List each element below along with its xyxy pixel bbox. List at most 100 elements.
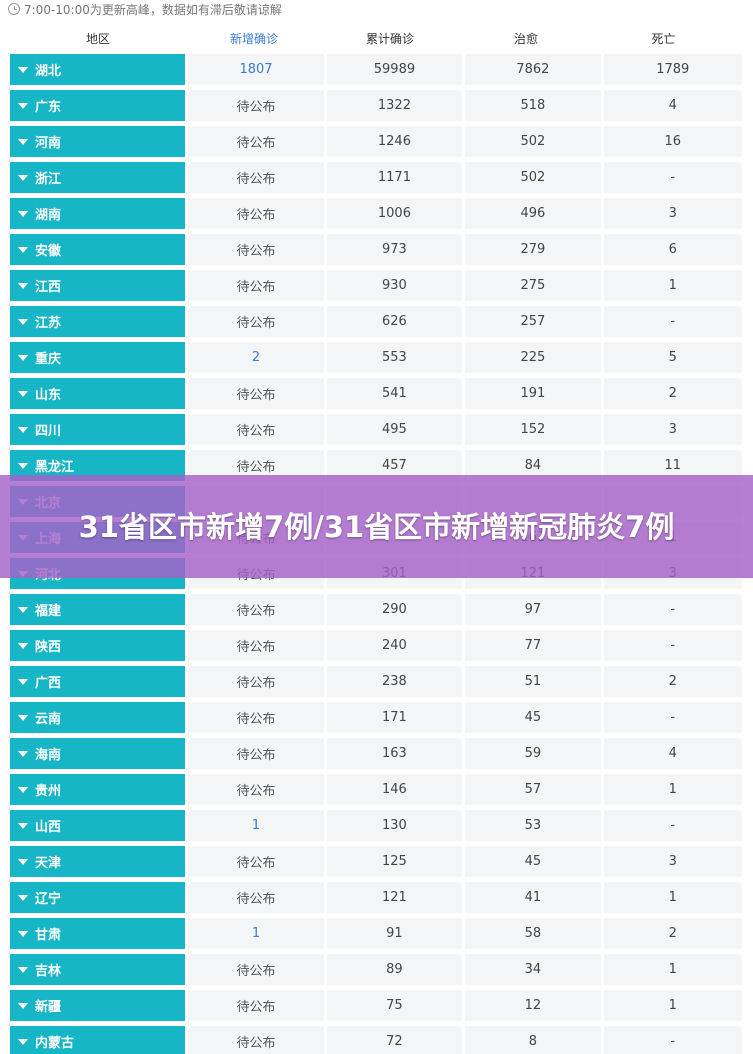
region-toggle[interactable]: 江西 <box>10 270 186 301</box>
total-confirmed-cell: 973 <box>326 234 463 265</box>
region-toggle[interactable]: 河南 <box>10 126 186 157</box>
deaths-cell: 1789 <box>603 54 742 85</box>
cured-cell: 7862 <box>465 54 601 85</box>
region-toggle[interactable]: 贵州 <box>10 774 186 805</box>
table-row: 广西 待公布 238 51 2 <box>10 666 742 702</box>
cured-cell: 279 <box>465 234 601 265</box>
region-name: 湖北 <box>35 64 62 79</box>
region-toggle[interactable]: 辽宁 <box>10 882 186 913</box>
region-name: 辽宁 <box>35 892 62 907</box>
new-confirmed-cell: 1 <box>188 810 324 841</box>
region-name: 贵州 <box>35 784 62 799</box>
region-name: 重庆 <box>35 352 62 367</box>
header-deaths: 死亡 <box>651 31 676 46</box>
region-toggle[interactable]: 海南 <box>10 738 186 769</box>
region-name: 甘肃 <box>35 928 62 943</box>
caret-down-icon <box>18 786 28 793</box>
caret-down-icon <box>18 66 28 73</box>
total-confirmed-cell: 146 <box>326 774 463 805</box>
total-confirmed-cell: 75 <box>326 990 463 1021</box>
region-toggle[interactable]: 广西 <box>10 666 186 697</box>
region-name: 内蒙古 <box>35 1036 75 1051</box>
region-toggle[interactable]: 陕西 <box>10 630 186 661</box>
caret-down-icon <box>18 246 28 253</box>
region-toggle[interactable]: 四川 <box>10 414 186 445</box>
total-confirmed-cell: 930 <box>326 270 463 301</box>
new-confirmed-cell: 待公布 <box>188 126 324 157</box>
region-toggle[interactable]: 福建 <box>10 594 186 625</box>
table-row: 新疆 待公布 75 12 1 <box>10 990 742 1026</box>
new-confirmed-cell: 2 <box>188 342 324 373</box>
table-row: 贵州 待公布 146 57 1 <box>10 774 742 810</box>
new-confirmed-cell: 待公布 <box>188 954 324 985</box>
header-cured: 治愈 <box>513 31 538 46</box>
total-confirmed-cell: 495 <box>326 414 463 445</box>
deaths-cell: 2 <box>603 918 742 949</box>
deaths-cell: - <box>603 702 742 733</box>
region-name: 吉林 <box>35 964 62 979</box>
region-name: 黑龙江 <box>35 460 75 475</box>
header-new-confirmed: 新增确诊 <box>229 31 278 46</box>
region-toggle[interactable]: 广东 <box>10 90 186 121</box>
region-toggle[interactable]: 甘肃 <box>10 918 186 949</box>
cured-cell: 275 <box>465 270 601 301</box>
deaths-cell: - <box>603 1026 742 1054</box>
region-name: 陕西 <box>35 640 62 655</box>
header-region: 地区 <box>85 31 110 46</box>
region-toggle[interactable]: 浙江 <box>10 162 186 193</box>
region-name: 浙江 <box>35 172 62 187</box>
cured-cell: 41 <box>465 882 601 913</box>
cured-cell: 502 <box>465 162 601 193</box>
table-row: 辽宁 待公布 121 41 1 <box>10 882 742 918</box>
region-toggle[interactable]: 内蒙古 <box>10 1026 186 1054</box>
region-toggle[interactable]: 云南 <box>10 702 186 733</box>
caret-down-icon <box>18 966 28 973</box>
region-toggle[interactable]: 山西 <box>10 810 186 841</box>
region-toggle[interactable]: 湖北 <box>10 54 186 85</box>
caret-down-icon <box>18 390 28 397</box>
table-row: 江苏 待公布 626 257- <box>10 306 742 342</box>
region-toggle[interactable]: 江苏 <box>10 306 186 337</box>
region-name: 河南 <box>35 136 62 151</box>
caret-down-icon <box>18 822 28 829</box>
region-toggle[interactable]: 吉林 <box>10 954 186 985</box>
caret-down-icon <box>18 606 28 613</box>
region-toggle[interactable]: 湖南 <box>10 198 186 229</box>
caret-down-icon <box>18 426 28 433</box>
deaths-cell: 2 <box>603 378 742 409</box>
new-confirmed-cell: 待公布 <box>188 1026 324 1054</box>
caret-down-icon <box>18 354 28 361</box>
total-confirmed-cell: 125 <box>326 846 463 877</box>
cured-cell: 191 <box>465 378 601 409</box>
deaths-cell: 1 <box>603 990 742 1021</box>
caret-down-icon <box>18 1038 28 1045</box>
cured-cell: 97 <box>465 594 601 625</box>
region-name: 广东 <box>35 100 62 115</box>
table-row: 湖北 1807 59989 7862 1789 <box>10 54 742 90</box>
new-confirmed-cell: 待公布 <box>188 414 324 445</box>
headline-title: 31省区市新增7例/31省区市新增新冠肺炎7例 <box>78 509 675 544</box>
total-confirmed-cell: 1171 <box>326 162 463 193</box>
total-confirmed-cell: 91 <box>326 918 463 949</box>
caret-down-icon <box>18 714 28 721</box>
cured-cell: 53 <box>465 810 601 841</box>
region-toggle[interactable]: 安徽 <box>10 234 186 265</box>
total-confirmed-cell: 238 <box>326 666 463 697</box>
region-toggle[interactable]: 天津 <box>10 846 186 877</box>
deaths-cell: 4 <box>603 90 742 121</box>
table-row: 湖南 待公布 1006 496 3 <box>10 198 742 234</box>
region-toggle[interactable]: 新疆 <box>10 990 186 1021</box>
cured-cell: 34 <box>465 954 601 985</box>
header-total-confirmed: 累计确诊 <box>365 31 414 46</box>
table-row: 天津 待公布 125 45 3 <box>10 846 742 882</box>
new-confirmed-cell: 待公布 <box>188 594 324 625</box>
table-row: 安徽 待公布 973 279 6 <box>10 234 742 270</box>
deaths-cell: 3 <box>603 198 742 229</box>
new-confirmed-cell: 1807 <box>188 54 324 85</box>
cured-cell: 8 <box>465 1026 601 1054</box>
region-toggle[interactable]: 重庆 <box>10 342 186 373</box>
new-confirmed-cell: 1 <box>188 918 324 949</box>
region-toggle[interactable]: 山东 <box>10 378 186 409</box>
cured-cell: 152 <box>465 414 601 445</box>
new-confirmed-cell: 待公布 <box>188 702 324 733</box>
